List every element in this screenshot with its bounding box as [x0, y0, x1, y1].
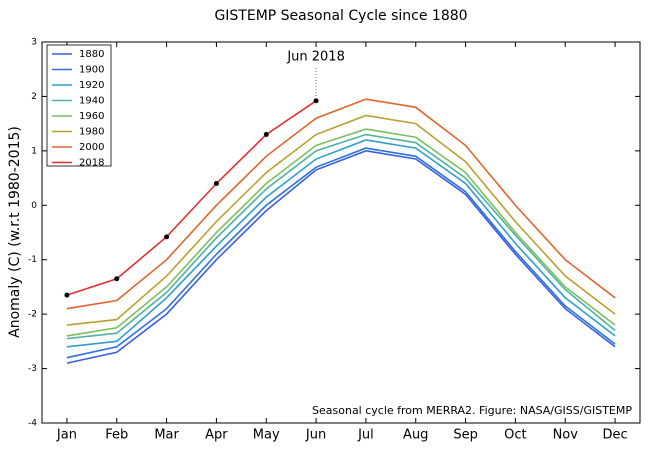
series-line [66, 147, 616, 359]
x-tick-label: May [253, 428, 280, 443]
legend-label: 1880 [79, 49, 104, 60]
series-line [66, 114, 616, 326]
data-point [64, 292, 70, 298]
x-tick-label: Dec [603, 428, 628, 443]
data-point [164, 234, 170, 240]
legend-label: 1900 [79, 65, 104, 76]
legend-label: 1980 [79, 127, 104, 138]
series-line [66, 139, 616, 348]
series-line [66, 133, 616, 340]
legend-label: 1940 [79, 96, 104, 107]
data-point [313, 98, 319, 104]
x-tick-label: Mar [154, 428, 179, 443]
legend-label: 1960 [79, 111, 104, 122]
x-tick-label: Jul [357, 428, 374, 443]
x-tick-label: Sep [453, 428, 478, 443]
y-tick-label: 1 [31, 146, 37, 156]
x-tick-label: Feb [105, 428, 128, 443]
y-tick-label: -3 [28, 364, 37, 374]
y-tick-label: -1 [28, 255, 37, 265]
data-point [213, 181, 219, 187]
x-tick-label: Apr [205, 428, 228, 443]
x-tick-label: Oct [504, 428, 526, 443]
y-tick-label: 2 [31, 92, 37, 102]
y-tick-label: -2 [28, 310, 37, 320]
x-tick-label: Aug [403, 428, 428, 443]
plot-frame [41, 41, 641, 424]
y-axis-label: Anomaly (C) (w.r.t 1980-2015) [7, 126, 23, 338]
y-tick-label: 3 [31, 38, 37, 48]
x-tick-label: Jan [56, 428, 77, 443]
footnote: Seasonal cycle from MERRA2. Figure: NASA… [312, 404, 632, 417]
data-point [114, 276, 120, 282]
legend-box [46, 44, 112, 167]
data-point [263, 132, 269, 138]
series-line [66, 150, 616, 364]
chart-title: GISTEMP Seasonal Cycle since 1880 [214, 8, 467, 24]
annotation: Jun 2018 [286, 50, 345, 65]
series-line [66, 128, 616, 337]
series-line [66, 100, 317, 296]
legend-label: 2018 [79, 158, 104, 169]
legend-label: 1920 [79, 80, 104, 91]
legend-label: 2000 [79, 142, 104, 153]
y-tick-label: -4 [28, 419, 37, 429]
x-tick-label: Nov [553, 428, 579, 443]
y-tick-label: 0 [31, 201, 37, 211]
x-tick-label: Jun [305, 428, 326, 443]
series-line [66, 98, 616, 310]
